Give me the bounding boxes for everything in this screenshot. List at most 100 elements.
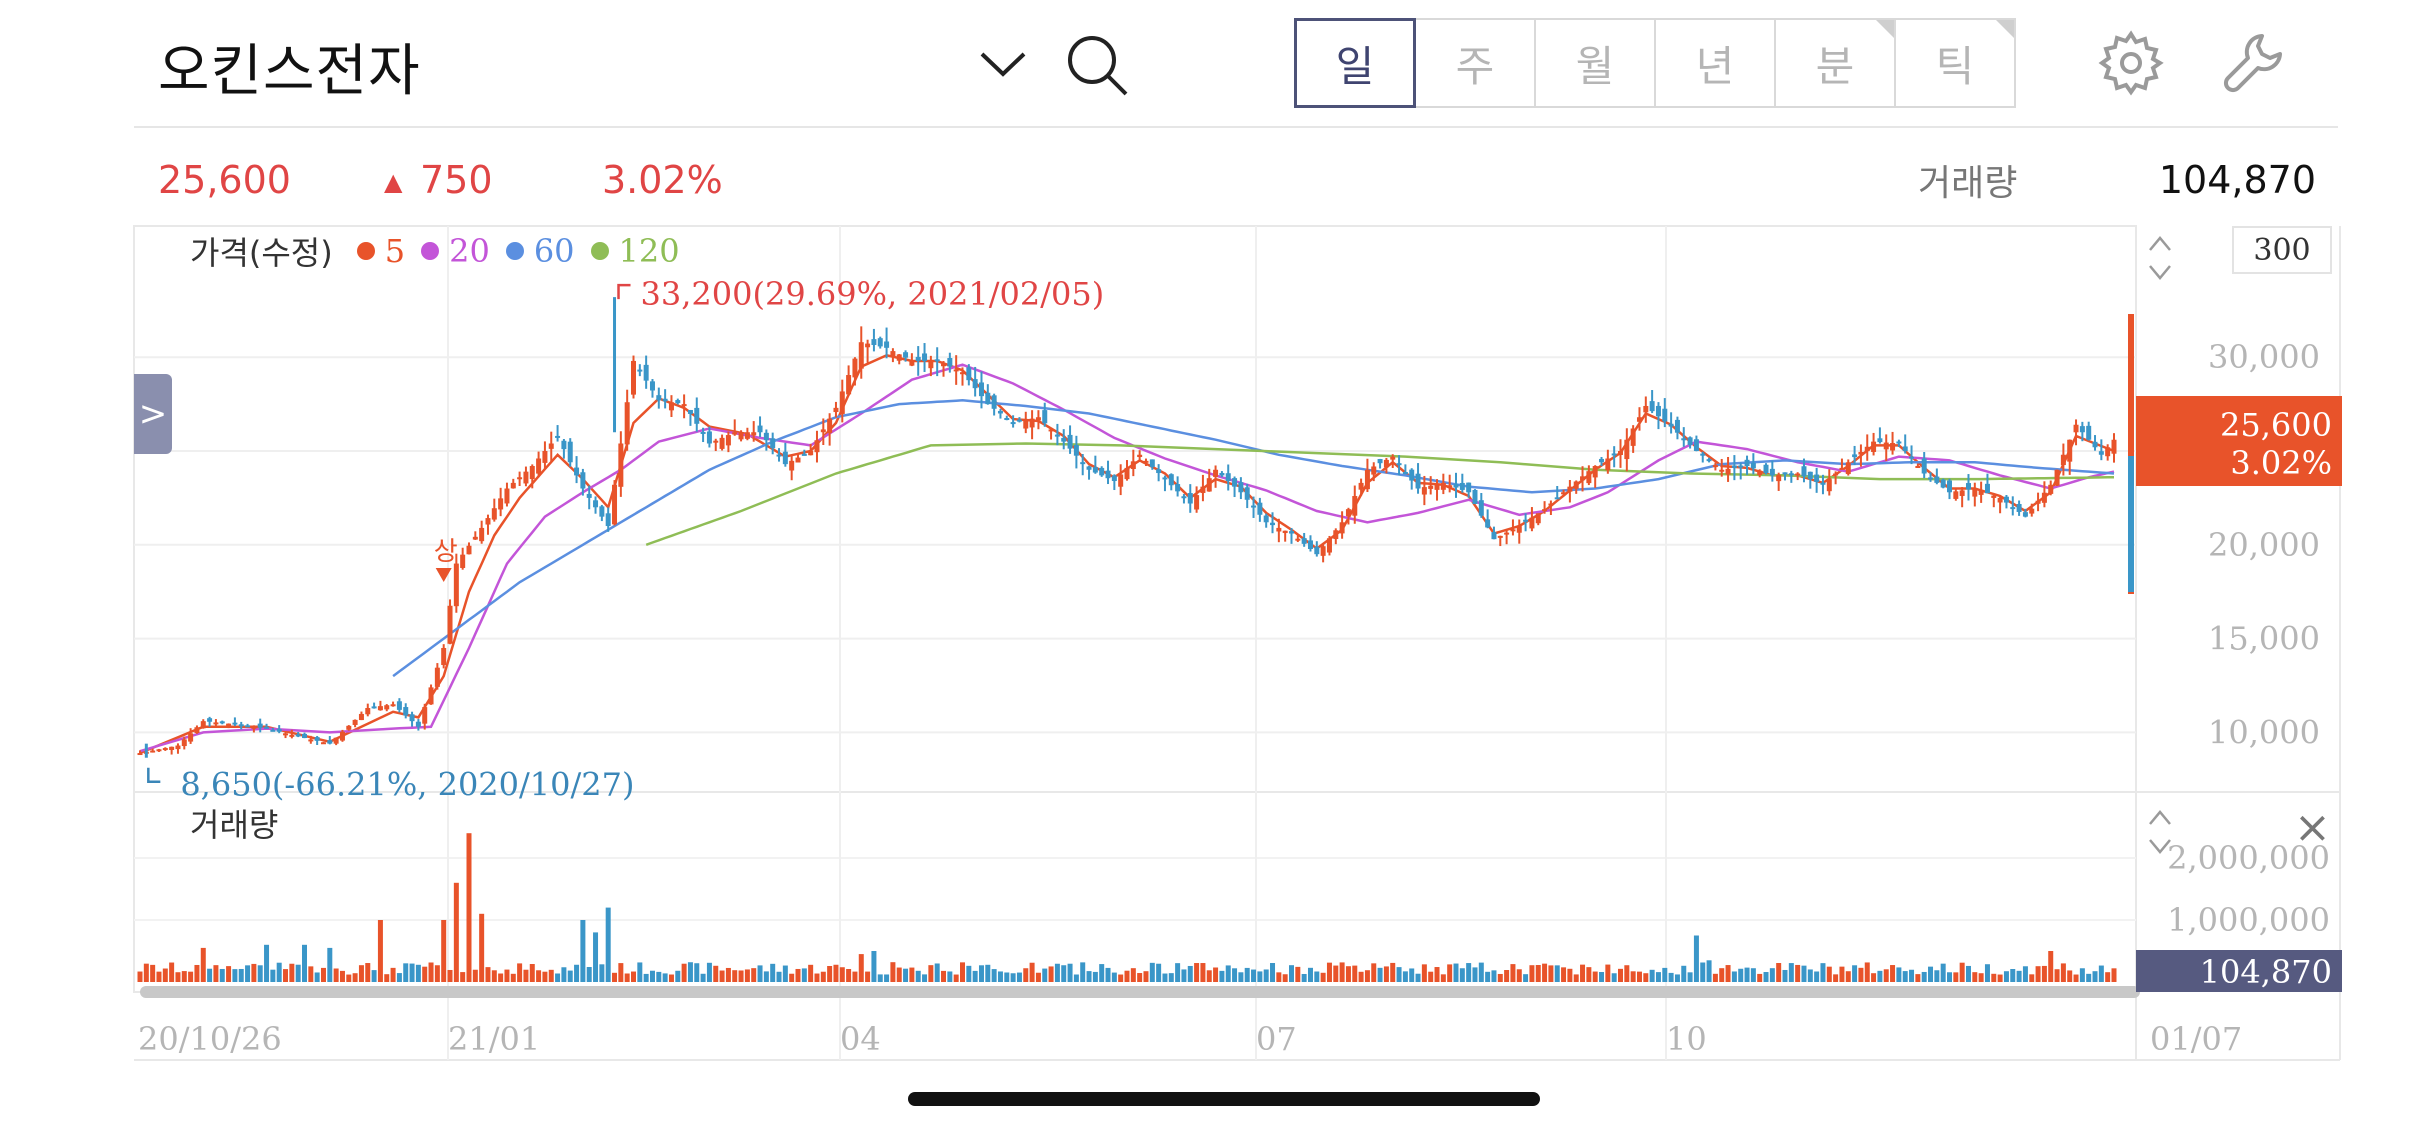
volume-bar (2016, 970, 2022, 982)
volume-bar (1712, 973, 1718, 982)
candle-body (1295, 538, 1301, 541)
candle-body (1301, 538, 1307, 544)
volume-bar (1991, 973, 1997, 982)
scroll-down-icon (2149, 265, 2171, 280)
tab-tick[interactable]: 틱 (1894, 18, 2016, 108)
volume-bar (732, 970, 738, 982)
candle-body (846, 375, 852, 395)
volume-bar (1491, 970, 1497, 982)
volume-bar (681, 963, 687, 982)
volume-bar (1573, 974, 1579, 982)
up-arrow-icon: ▲ (384, 168, 403, 196)
volume-bar (2022, 966, 2028, 982)
volume-bar (207, 968, 213, 982)
candle-body (1947, 480, 1952, 493)
candle-body (1535, 513, 1541, 524)
candle-body (839, 391, 845, 414)
upper-limit-marker: 상 (434, 537, 458, 567)
volume-bar (1504, 970, 1510, 982)
volume-bar (1535, 965, 1541, 982)
expand-side-panel-button[interactable]: > (134, 374, 172, 454)
candle-body (1934, 476, 1940, 483)
date-tick-label: 21/01 (448, 1020, 540, 1058)
candle-body (150, 750, 156, 753)
candle-body (434, 667, 440, 687)
volume-bar (200, 947, 206, 982)
volume-bar (409, 963, 415, 982)
candle-count-button[interactable]: 300 (2232, 226, 2332, 274)
volume-bar (820, 971, 826, 982)
volume-bar (1820, 963, 1826, 982)
volume-bar (169, 962, 175, 982)
candle-body (599, 506, 605, 517)
volume-bar (599, 964, 605, 982)
volume-bar (434, 965, 440, 982)
candle-body (1630, 428, 1636, 446)
search-icon[interactable] (1062, 30, 1132, 100)
chevron-down-icon[interactable] (968, 30, 1038, 100)
volume-bar (1750, 968, 1756, 982)
candle-body (333, 737, 339, 744)
candle-body (884, 341, 890, 348)
tab-yearly[interactable]: 년 (1654, 18, 1776, 108)
volume-bar (643, 973, 649, 982)
candle-body (251, 726, 257, 729)
candle-body (2029, 508, 2035, 514)
volume-bar (744, 969, 750, 982)
candle-body (922, 353, 928, 361)
candle-body (1225, 473, 1231, 482)
candle-body (725, 435, 731, 446)
volume-bar (915, 970, 921, 982)
dropdown-corner-icon (1996, 20, 2014, 38)
volume-bar (763, 971, 769, 982)
volume-bar (1529, 965, 1535, 982)
volume-bar (1352, 965, 1358, 982)
tab-minute[interactable]: 분 (1774, 18, 1896, 108)
candle-body (1447, 485, 1453, 488)
candle-body (694, 407, 700, 424)
volume-bar (719, 970, 725, 982)
close-volume-panel-button[interactable]: × (2294, 802, 2331, 853)
candle-body (1023, 420, 1029, 429)
legend-ma20: 20 (449, 232, 490, 270)
candle-body (1599, 458, 1605, 463)
candle-body (801, 453, 807, 456)
ma120-line (645, 442, 2114, 546)
candle-body (1902, 446, 1908, 451)
wrench-icon[interactable] (2218, 28, 2288, 98)
candle-body (1289, 531, 1294, 534)
volume-bar (839, 967, 845, 982)
candle-body (732, 432, 738, 435)
candle-body (1238, 482, 1244, 493)
volume-bar (188, 971, 194, 982)
tab-label: 주 (1455, 41, 1495, 91)
candle-body (365, 708, 371, 715)
tab-daily[interactable]: 일 (1294, 18, 1416, 108)
candle-body (377, 706, 383, 711)
volume-bar (181, 971, 187, 982)
candle-body (865, 343, 871, 348)
candle-body (428, 687, 434, 705)
candle-body (1396, 463, 1402, 466)
candle-body (226, 723, 232, 726)
tab-weekly[interactable]: 주 (1414, 18, 1536, 108)
candle-body (776, 454, 782, 457)
plot-frame (133, 225, 2137, 993)
candle-body (188, 733, 194, 742)
current-range-bar-up (2128, 314, 2134, 594)
volume-bar (649, 970, 655, 982)
candle-body (649, 381, 655, 391)
volume-bar (219, 968, 225, 982)
volume-bar (276, 962, 282, 982)
candle-body (1213, 469, 1219, 477)
volume-bar (1383, 966, 1389, 982)
candle-body (1965, 483, 1971, 490)
volume-bar (472, 969, 478, 982)
legend-ma60: 60 (533, 232, 575, 270)
candle-body (485, 518, 491, 525)
gear-icon[interactable] (2096, 28, 2166, 98)
candle-body (1510, 529, 1516, 532)
volume-bar (150, 964, 156, 982)
candle-body (706, 431, 712, 444)
